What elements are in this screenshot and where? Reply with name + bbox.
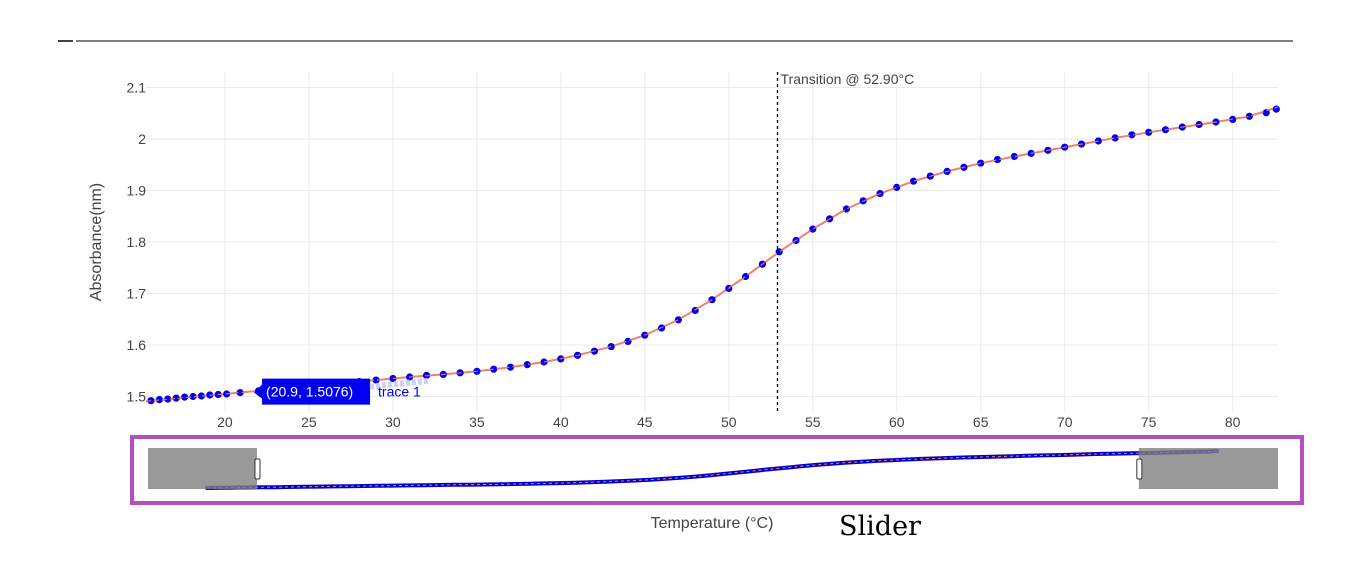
y-tick-label: 1.5 <box>127 389 147 405</box>
data-point[interactable] <box>372 376 380 384</box>
x-tick-label: 50 <box>721 414 737 430</box>
fit-line <box>145 106 1279 403</box>
transition-label: Transition @ 52.90°C <box>781 71 915 87</box>
x-tick-label: 40 <box>553 414 569 430</box>
x-tick-label: 65 <box>973 414 989 430</box>
data-point[interactable] <box>993 156 1002 164</box>
x-tick-label: 25 <box>301 414 317 430</box>
y-tick-label: 2.1 <box>127 79 147 95</box>
y-tick-label: 1.6 <box>127 337 147 353</box>
data-point[interactable] <box>909 177 918 185</box>
x-tick-label: 55 <box>805 414 821 430</box>
slider-caption: Slider <box>839 511 921 542</box>
data-point[interactable] <box>624 337 632 345</box>
x-tick-label: 75 <box>1141 414 1157 430</box>
data-point[interactable] <box>164 395 172 403</box>
data-point[interactable] <box>1010 152 1018 161</box>
x-tick-label: 20 <box>217 414 233 430</box>
y-tick-label: 1.9 <box>127 182 147 198</box>
data-point[interactable] <box>147 397 155 405</box>
slider-highlight-frame <box>130 435 1304 505</box>
data-point[interactable] <box>155 396 163 404</box>
x-axis-title: Temperature (°C) <box>651 515 774 532</box>
hover-trace-name: trace 1 <box>378 384 421 400</box>
data-point[interactable] <box>523 361 531 369</box>
data-point[interactable] <box>172 394 180 402</box>
data-point[interactable] <box>893 183 901 191</box>
fit-line-overlay <box>145 106 1279 402</box>
data-point[interactable] <box>1272 105 1280 113</box>
hover-trail <box>369 377 431 390</box>
data-point[interactable] <box>197 392 205 400</box>
y-tick-label: 1.8 <box>127 234 147 250</box>
x-tick-label: 60 <box>889 414 905 430</box>
data-point[interactable] <box>389 374 397 383</box>
data-point[interactable] <box>674 316 683 324</box>
y-axis-title: Absorbance(nm) <box>88 183 105 301</box>
data-point[interactable] <box>181 393 189 401</box>
x-tick-label: 45 <box>637 414 653 430</box>
hover-tooltip-text: (20.9, 1.5076) <box>266 384 353 400</box>
x-tick-label: 35 <box>469 414 485 430</box>
hover-tooltip-box <box>254 378 371 405</box>
data-point[interactable] <box>490 365 498 373</box>
data-point[interactable] <box>842 205 851 213</box>
slider-left-handle[interactable] <box>254 458 261 480</box>
data-point[interactable] <box>236 389 244 397</box>
data-point[interactable] <box>506 363 515 371</box>
data-point[interactable] <box>809 225 817 233</box>
x-tick-label: 70 <box>1057 414 1073 430</box>
data-point[interactable] <box>1128 131 1136 139</box>
y-tick-label: 2 <box>138 131 146 147</box>
slider-fit-trace <box>206 450 1218 489</box>
data-point[interactable] <box>1245 112 1253 120</box>
slider-right-mask[interactable] <box>1138 448 1278 489</box>
data-point[interactable] <box>977 159 985 167</box>
slider-right-handle[interactable] <box>1136 458 1143 480</box>
data-point[interactable] <box>1262 109 1270 117</box>
slider-left-mask[interactable] <box>148 448 257 489</box>
x-tick-label: 30 <box>385 414 401 430</box>
y-tick-label: 1.7 <box>127 286 147 302</box>
data-point[interactable] <box>1111 134 1119 142</box>
data-point[interactable] <box>1145 128 1153 136</box>
x-tick-label: 80 <box>1225 414 1241 430</box>
data-point[interactable] <box>189 392 197 401</box>
